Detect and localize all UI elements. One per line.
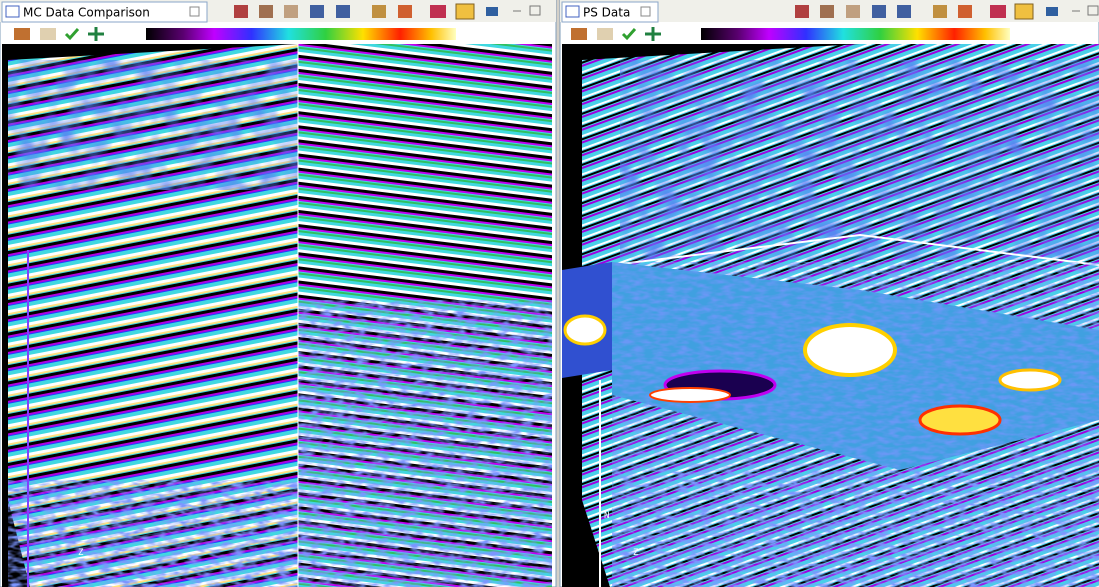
tool-button[interactable] [621, 28, 637, 41]
maximize-button[interactable] [529, 5, 541, 16]
tab-shape [1, 1, 208, 23]
tool-button[interactable] [897, 5, 911, 18]
tab[interactable]: PS Data [561, 1, 659, 23]
tool-button[interactable] [64, 28, 80, 41]
tool-button[interactable] [430, 5, 446, 18]
noise-texture [612, 470, 1099, 587]
tool-button[interactable] [990, 5, 1006, 18]
amplitude-blob [998, 368, 1062, 392]
seismic-view: Z [2, 44, 552, 587]
tool-button[interactable] [872, 5, 886, 18]
maximize-button[interactable] [1087, 5, 1099, 16]
close-button[interactable] [189, 6, 200, 17]
toolbar [571, 27, 1010, 41]
amplitude-blob [918, 404, 1002, 436]
tab-shape [561, 1, 659, 23]
tool-button[interactable] [571, 28, 587, 40]
tool-button[interactable] [486, 7, 498, 16]
tool-button[interactable] [40, 28, 56, 40]
tool-button[interactable] [14, 28, 30, 40]
tool-button[interactable] [820, 5, 834, 18]
section-edge [611, 233, 1099, 266]
tool-button[interactable] [795, 5, 809, 18]
close-button[interactable] [640, 6, 651, 17]
color-bar [701, 28, 1010, 40]
tab-icon [5, 5, 20, 18]
tool-button[interactable] [398, 5, 412, 18]
tab[interactable]: MC Data Comparison [1, 1, 208, 23]
tool-button[interactable] [455, 3, 475, 20]
tool-button[interactable] [645, 27, 661, 41]
tool-button[interactable] [958, 5, 972, 18]
toolbar [14, 27, 456, 41]
tool-button[interactable] [846, 5, 860, 18]
view-toolbar [234, 3, 541, 20]
noise-texture [298, 300, 552, 587]
view-panel: PS Data [559, 0, 1099, 587]
tab-title: MC Data Comparison [23, 6, 150, 20]
amplitude-blob [649, 387, 731, 403]
tool-button[interactable] [372, 5, 386, 18]
tab-icon [565, 5, 580, 18]
tool-button[interactable] [336, 5, 350, 18]
noise-texture [8, 480, 298, 587]
tool-button[interactable] [933, 5, 947, 18]
seismic-view: N Z [562, 44, 1099, 587]
axis-label: N [604, 511, 609, 521]
view-panel: MC Data Comparison [0, 0, 557, 587]
axis-label: Z [78, 548, 84, 558]
axis-label: Z [633, 548, 639, 558]
tool-button[interactable] [310, 5, 324, 18]
tool-button[interactable] [1014, 3, 1034, 20]
noise-texture [620, 60, 1099, 260]
color-bar [146, 28, 456, 40]
tool-button[interactable] [597, 28, 613, 40]
amplitude-blob [803, 323, 897, 377]
view-toolbar [795, 3, 1099, 20]
tool-button[interactable] [234, 5, 248, 18]
noise-texture [8, 60, 298, 190]
tab-title: PS Data [583, 6, 630, 20]
tool-button[interactable] [259, 5, 273, 18]
tool-button[interactable] [1046, 7, 1058, 16]
tool-button[interactable] [88, 27, 104, 41]
amplitude-blob [563, 314, 607, 346]
tool-button[interactable] [284, 5, 298, 18]
